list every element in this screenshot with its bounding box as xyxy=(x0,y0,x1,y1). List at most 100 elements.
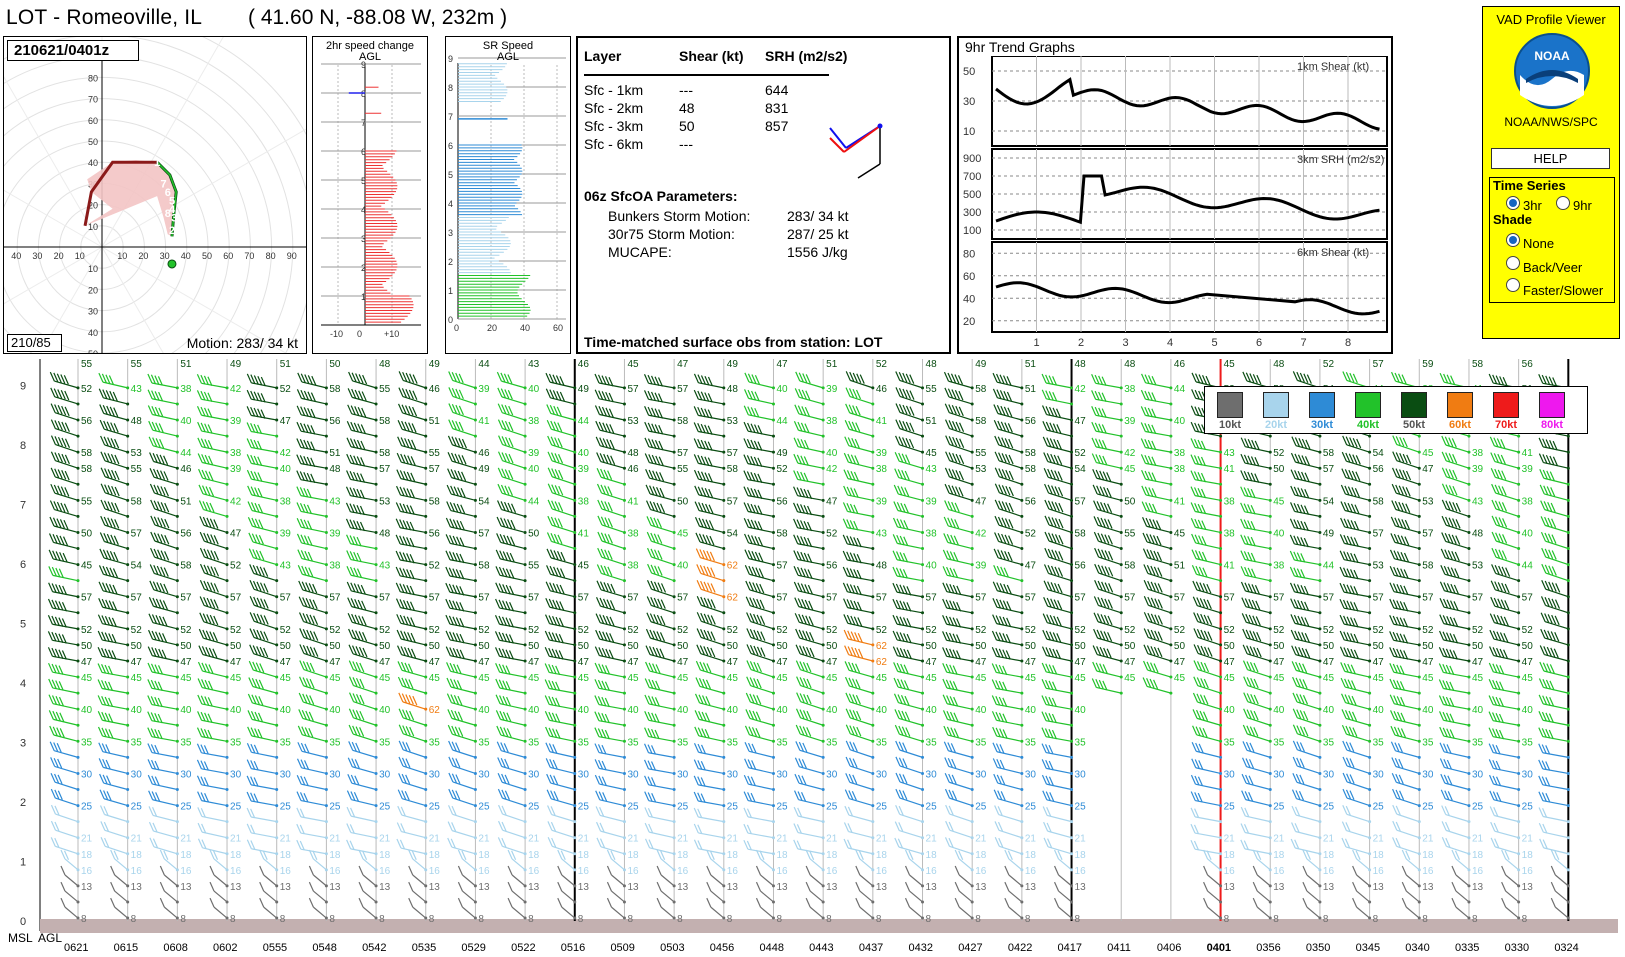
wind-barb-dot xyxy=(1070,707,1074,711)
wind-barb xyxy=(501,380,526,389)
wind-barb-flag xyxy=(743,486,749,496)
wind-speed-label: 40 xyxy=(1075,705,1087,716)
wind-barb-dot xyxy=(275,611,279,615)
wind-barb-flag xyxy=(845,708,851,719)
wind-barb-flag xyxy=(247,726,253,737)
wind-barb-flag xyxy=(303,503,309,514)
wind-barb-flag xyxy=(61,650,67,660)
help-button[interactable]: HELP xyxy=(1491,148,1610,169)
ts-time-label: 0411 xyxy=(1107,942,1131,954)
wind-barb-flag xyxy=(752,694,758,704)
radio-9hr[interactable] xyxy=(1556,196,1570,210)
wind-barb-flag xyxy=(597,679,604,690)
wind-speed-label: 46 xyxy=(478,448,490,459)
wind-barb-dot xyxy=(424,691,428,695)
wind-barb-flag xyxy=(149,483,155,494)
wind-barb-flag xyxy=(510,519,516,530)
wind-barb-dot xyxy=(424,579,428,583)
radio-shade-backveer-label[interactable]: Back/Veer xyxy=(1523,260,1583,275)
wind-barb xyxy=(151,767,178,775)
wind-barb xyxy=(550,798,575,807)
wind-barb-dot xyxy=(374,643,378,647)
wind-speed-label: 50 xyxy=(131,641,143,652)
wind-barb-dot xyxy=(324,530,328,534)
wind-barb-flag xyxy=(407,647,413,658)
mini-hodograph-icon xyxy=(829,123,883,179)
wind-barb-flag xyxy=(306,440,312,451)
wind-barb-flag xyxy=(659,472,665,482)
wind-barb xyxy=(997,397,1023,405)
hodo-x-label: 90 xyxy=(287,251,297,261)
wind-barb xyxy=(649,493,675,501)
wind-speed-label: 40 xyxy=(826,448,838,459)
wind-barb-flag xyxy=(112,601,118,611)
wind-barb-flag xyxy=(51,647,57,658)
wind-barb-flag xyxy=(157,549,163,560)
radio-shade-faster[interactable] xyxy=(1506,278,1520,292)
wind-barb-flag xyxy=(601,647,607,658)
header-layer: Layer xyxy=(584,48,622,64)
wind-speed-label: 50 xyxy=(429,641,441,652)
wind-barb-flag xyxy=(257,488,263,498)
wind-speed-label: 48 xyxy=(379,528,391,539)
radio-shade-none-label[interactable]: None xyxy=(1523,236,1555,251)
wind-barb xyxy=(301,557,327,566)
wind-barb-dot xyxy=(573,466,577,470)
wind-speed-label: 50 xyxy=(528,641,540,652)
wind-barb-flag xyxy=(296,517,302,528)
trend-y-tick: 80 xyxy=(963,248,975,260)
wind-barb-flag xyxy=(857,601,863,612)
wind-barb xyxy=(948,508,973,517)
wind-barb-flag xyxy=(755,711,761,722)
trend-y-tick: 30 xyxy=(963,96,975,108)
wind-speed-label: 52 xyxy=(1075,625,1087,636)
wind-barb-flag xyxy=(853,585,859,595)
wind-barb-flag xyxy=(748,565,754,576)
wind-barb-dot xyxy=(871,498,875,502)
wind-barb-flag xyxy=(163,486,169,497)
wind-barb-dot xyxy=(622,386,626,390)
wind-barb-dot xyxy=(324,900,328,904)
wind-barb-flag xyxy=(297,549,303,559)
wind-barb-flag xyxy=(801,598,807,609)
wind-barb-flag xyxy=(249,644,255,654)
radio-3hr-label[interactable]: 3hr xyxy=(1523,198,1542,213)
wind-barb xyxy=(550,590,575,598)
wind-barb-dot xyxy=(921,579,925,583)
wind-barb xyxy=(847,847,873,855)
wind-barb-flag xyxy=(555,633,561,643)
wind-barb-flag xyxy=(360,424,366,434)
wind-barb-dot xyxy=(473,771,477,775)
radio-3hr[interactable] xyxy=(1506,196,1520,210)
wind-speed-label: 8 xyxy=(926,914,932,925)
wind-barb-flag xyxy=(412,390,418,401)
wind-barb-flag xyxy=(459,633,465,644)
wind-barb-flag xyxy=(645,484,651,495)
wind-barb xyxy=(104,492,128,501)
trend-y-tick: 700 xyxy=(963,171,981,183)
wind-barb-flag xyxy=(56,501,62,512)
wind-barb-flag xyxy=(508,618,515,628)
wind-barb-flag xyxy=(656,631,662,641)
wind-barb-flag xyxy=(651,712,657,723)
wind-barb-dot xyxy=(970,563,974,567)
wind-barb-flag xyxy=(406,616,412,626)
wind-speed-label: 30 xyxy=(379,769,391,780)
wind-barb-dot xyxy=(672,418,676,422)
sr-y-tick: 3 xyxy=(448,228,453,238)
wind-barb-dot xyxy=(324,804,328,808)
wind-speed-label: 58 xyxy=(975,416,987,427)
wind-barb-flag xyxy=(695,532,701,543)
radio-shade-none[interactable] xyxy=(1506,233,1520,247)
radio-9hr-label[interactable]: 9hr xyxy=(1573,198,1592,213)
wind-barb-flag xyxy=(607,550,613,560)
wind-barb-flag xyxy=(451,773,457,784)
wind-speed-label: 30 xyxy=(429,769,441,780)
wind-barb-flag xyxy=(697,792,703,803)
wind-barb-flag xyxy=(507,486,514,496)
wind-barb xyxy=(54,765,79,775)
radio-shade-faster-label[interactable]: Faster/Slower xyxy=(1523,283,1604,298)
wind-barb xyxy=(351,590,377,598)
wind-barb-flag xyxy=(349,566,356,577)
radio-shade-backveer[interactable] xyxy=(1506,256,1520,270)
